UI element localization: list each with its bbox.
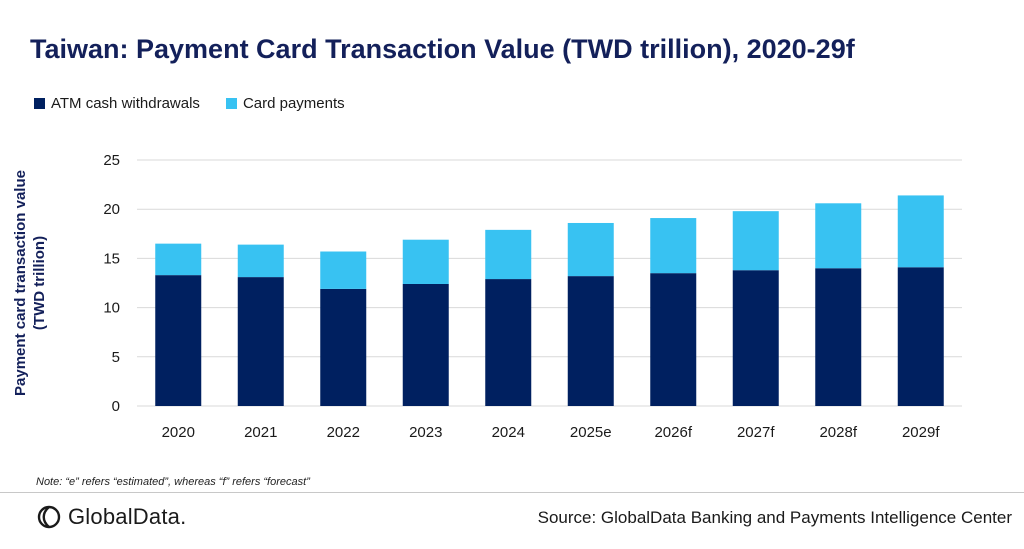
x-tick-label: 2022 <box>327 424 360 441</box>
legend-item-card: Card payments <box>225 95 345 112</box>
x-tick-label: 2029f <box>902 424 940 441</box>
y-tick-label: 10 <box>103 300 120 317</box>
brand: GlobalData. <box>36 504 186 530</box>
x-tick-label: 2028f <box>819 424 857 441</box>
bar-atm-cash-withdrawals <box>567 276 614 406</box>
x-tick-label: 2021 <box>244 424 277 441</box>
footer-divider <box>0 492 1024 493</box>
bar-card-payments <box>402 239 449 284</box>
legend-label-atm: ATM cash withdrawals <box>51 95 200 112</box>
legend-label-card: Card payments <box>242 95 345 112</box>
bar-atm-cash-withdrawals <box>815 268 862 406</box>
bar-card-payments <box>897 195 944 268</box>
x-tick-label: 2023 <box>409 424 442 441</box>
bar-atm-cash-withdrawals <box>650 273 697 406</box>
y-tick-label: 5 <box>112 349 120 366</box>
bar-card-payments <box>320 251 367 289</box>
y-tick-label: 0 <box>112 398 120 415</box>
bar-card-payments <box>155 243 202 276</box>
bar-card-payments <box>650 218 697 274</box>
legend-item-atm: ATM cash withdrawals <box>34 95 200 112</box>
legend-swatch-card <box>225 98 237 109</box>
x-tick-label: 2025e <box>570 424 612 441</box>
x-tick-label: 2026f <box>654 424 692 441</box>
bar-card-payments <box>237 244 284 278</box>
x-tick-label: 2020 <box>162 424 195 441</box>
bar-card-payments <box>732 211 779 271</box>
footnote: Note: “e” refers “estimated”, whereas “f… <box>36 476 310 488</box>
bar-chart: 0 5 10 15 20 25 2020 2021 2022 2023 2024 2025e 2026f… <box>103 152 962 441</box>
legend: ATM cash withdrawals Card payments <box>34 95 371 112</box>
y-tick-label: 15 <box>103 250 120 267</box>
y-tick-label: 25 <box>103 152 120 169</box>
bar-atm-cash-withdrawals <box>402 283 449 406</box>
bar-atm-cash-withdrawals <box>897 267 944 406</box>
brand-name: GlobalData. <box>68 504 187 529</box>
bar-atm-cash-withdrawals <box>320 288 367 406</box>
bar-atm-cash-withdrawals <box>485 279 532 406</box>
chart-title: Taiwan: Payment Card Transaction Value (… <box>30 34 855 64</box>
bar-card-payments <box>485 229 532 280</box>
x-tick-label: 2024 <box>492 424 525 441</box>
bar-card-payments <box>815 203 862 269</box>
bar-card-payments <box>567 222 614 277</box>
globaldata-logo-icon <box>37 505 61 529</box>
bar-atm-cash-withdrawals <box>155 275 202 406</box>
bar-atm-cash-withdrawals <box>732 270 779 406</box>
x-tick-label: 2027f <box>737 424 775 441</box>
bar-atm-cash-withdrawals <box>237 277 284 406</box>
source-text: Source: GlobalData Banking and Payments … <box>537 508 1012 527</box>
y-tick-label: 20 <box>103 201 120 218</box>
legend-swatch-atm <box>34 98 45 109</box>
